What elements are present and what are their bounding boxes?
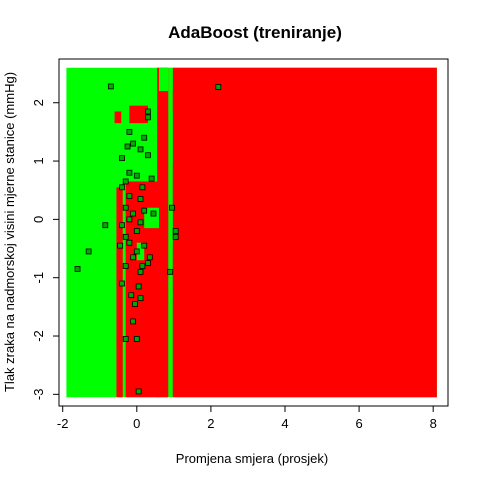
x-tick-label: 6 bbox=[355, 416, 362, 431]
data-point bbox=[107, 83, 114, 90]
data-point bbox=[137, 146, 144, 153]
data-point bbox=[135, 283, 142, 290]
data-point bbox=[137, 268, 144, 275]
data-point bbox=[126, 128, 133, 135]
green-region-2 bbox=[169, 204, 173, 246]
data-point bbox=[139, 263, 146, 269]
data-point bbox=[141, 207, 148, 214]
data-point bbox=[135, 388, 142, 395]
data-point bbox=[132, 301, 138, 307]
data-point bbox=[141, 242, 148, 249]
data-point bbox=[122, 233, 129, 240]
data-point bbox=[122, 336, 129, 342]
data-point bbox=[169, 204, 175, 211]
data-point bbox=[85, 248, 92, 255]
data-point bbox=[119, 222, 125, 229]
green-region-3 bbox=[169, 292, 173, 299]
y-axis: -3 -2 -1 0 1 2 bbox=[31, 99, 60, 401]
red-region-0 bbox=[116, 187, 123, 398]
data-point bbox=[126, 216, 133, 223]
data-point bbox=[145, 152, 151, 159]
data-point bbox=[145, 260, 151, 267]
training-points bbox=[74, 83, 222, 395]
y-tick-label: -1 bbox=[31, 272, 46, 284]
green-region-6 bbox=[159, 67, 169, 92]
data-point bbox=[74, 266, 81, 272]
data-point bbox=[137, 196, 144, 202]
data-point bbox=[141, 134, 148, 141]
data-point bbox=[172, 228, 179, 234]
red-region-2 bbox=[129, 105, 148, 124]
x-tick-label: -2 bbox=[57, 416, 69, 431]
data-point bbox=[133, 336, 140, 342]
green-region-0 bbox=[169, 67, 173, 92]
data-point bbox=[139, 184, 146, 191]
x-axis-label: Promjena smjera (prosjek) bbox=[176, 451, 328, 466]
plot-area bbox=[66, 67, 437, 398]
x-tick-label: 0 bbox=[133, 416, 140, 431]
green-region-1 bbox=[169, 111, 173, 164]
data-point bbox=[133, 248, 140, 255]
y-tick-label: 1 bbox=[31, 157, 46, 164]
x-axis: -2 0 2 4 6 8 bbox=[57, 405, 437, 431]
data-point bbox=[119, 155, 125, 162]
data-point bbox=[122, 178, 129, 185]
data-point bbox=[172, 233, 179, 240]
data-point bbox=[130, 210, 136, 217]
x-tick-label: 4 bbox=[281, 416, 288, 431]
data-point bbox=[133, 228, 140, 234]
data-point bbox=[122, 263, 129, 269]
data-point bbox=[119, 280, 125, 287]
data-point bbox=[215, 84, 222, 90]
y-tick-label: 0 bbox=[31, 216, 46, 223]
red-region-4 bbox=[172, 67, 437, 398]
data-point bbox=[128, 292, 135, 299]
y-tick-label: 2 bbox=[31, 99, 46, 106]
data-point bbox=[130, 254, 136, 261]
chart-title: AdaBoost (treniranje) bbox=[168, 23, 342, 42]
data-point bbox=[137, 219, 144, 226]
x-tick-label: 8 bbox=[430, 416, 437, 431]
data-point bbox=[137, 295, 144, 302]
red-region-3 bbox=[157, 67, 169, 398]
data-point bbox=[133, 172, 140, 179]
data-point bbox=[167, 268, 174, 275]
data-point bbox=[130, 140, 136, 147]
data-point bbox=[102, 222, 109, 229]
data-point bbox=[130, 318, 136, 325]
data-point bbox=[122, 204, 129, 211]
data-point bbox=[126, 239, 133, 246]
decision-regions bbox=[66, 67, 437, 398]
green-region-5 bbox=[136, 242, 145, 261]
y-axis-label: Tlak zraka na nadmorskoj visini mjerne s… bbox=[2, 72, 17, 392]
y-tick-label: -3 bbox=[31, 389, 46, 401]
red-region-5 bbox=[114, 111, 122, 124]
data-point bbox=[119, 184, 125, 191]
data-point bbox=[145, 114, 151, 121]
data-point bbox=[150, 210, 157, 217]
data-point bbox=[145, 108, 151, 115]
data-point bbox=[148, 175, 155, 182]
data-point bbox=[124, 143, 131, 150]
data-point bbox=[126, 193, 133, 199]
data-point bbox=[126, 169, 133, 176]
data-point bbox=[146, 254, 153, 261]
x-tick-label: 2 bbox=[207, 416, 214, 431]
y-tick-label: -2 bbox=[31, 330, 46, 342]
data-point bbox=[117, 242, 124, 249]
